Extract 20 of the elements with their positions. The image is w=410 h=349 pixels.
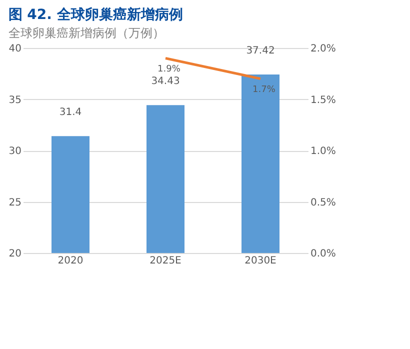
x-tick-label: 2025E xyxy=(150,256,182,266)
chart-subtitle: 全球卵巢癌新增病例（万例） xyxy=(8,26,164,40)
y-tick-label: 40 xyxy=(8,44,22,54)
x-tick-label: 2030E xyxy=(244,256,276,266)
y-tick-label: 20 xyxy=(8,248,22,260)
data-label: 34.43 xyxy=(151,76,180,88)
y2-tick-label: 1.0% xyxy=(310,146,336,157)
chart-title: 图 42. 全球卵巢癌新增病例 xyxy=(8,6,183,23)
y2-tick-label: 2.0% xyxy=(310,44,336,54)
y-tick-label: 30 xyxy=(8,146,22,157)
data-label: 1.7% xyxy=(252,84,276,95)
y-tick-label: 35 xyxy=(8,94,22,106)
data-label: 31.4 xyxy=(59,107,82,118)
data-label: 1.9% xyxy=(158,64,181,74)
y2-tick-label: 0.5% xyxy=(310,197,336,208)
y2-tick-label: 0.0% xyxy=(310,248,336,260)
data-label: 37.42 xyxy=(246,45,275,56)
y-tick-label: 25 xyxy=(8,197,22,208)
y2-tick-label: 1.5% xyxy=(310,94,336,106)
x-tick-label: 2020 xyxy=(58,256,84,266)
